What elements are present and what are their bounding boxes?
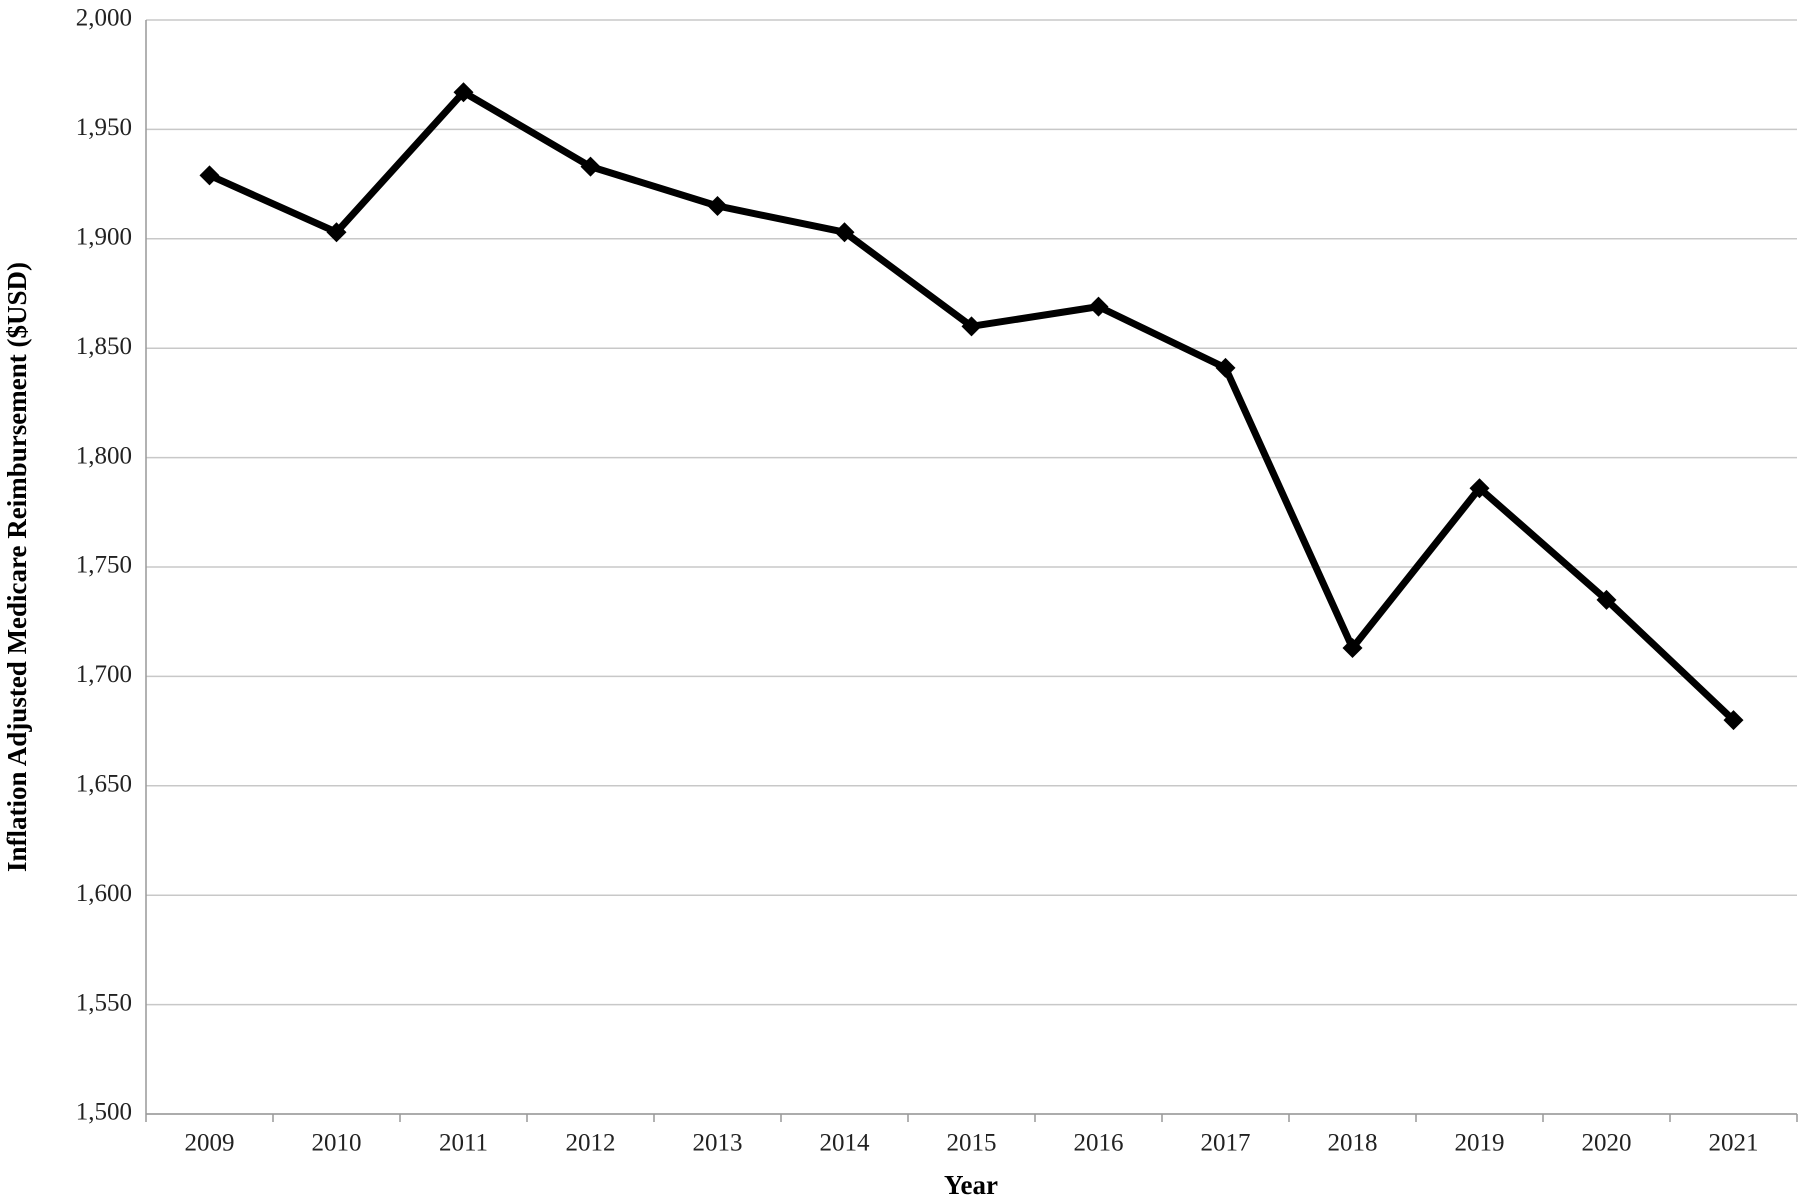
marker	[1215, 357, 1236, 378]
x-tick-label: 2018	[1328, 1130, 1378, 1157]
data-line	[208, 88, 1736, 723]
x-tick-label: 2013	[693, 1130, 743, 1157]
x-tick-label: 2009	[185, 1130, 235, 1157]
marker	[834, 222, 855, 243]
marker	[580, 156, 601, 177]
y-tick-label: 1,850	[76, 333, 132, 360]
marker	[1596, 589, 1617, 610]
x-tick-label: 2016	[1074, 1130, 1124, 1157]
x-tick-label: 2012	[566, 1130, 616, 1157]
y-tick-label: 1,700	[76, 661, 132, 688]
y-tick-label: 1,800	[76, 442, 132, 469]
x-tick-label: 2014	[820, 1130, 871, 1157]
marker	[707, 195, 728, 216]
y-axis-title: Inflation Adjusted Medicare Reimbursemen…	[2, 262, 32, 872]
marker	[1342, 637, 1363, 658]
x-tick-label: 2010	[312, 1130, 362, 1157]
y-tick-label: 1,750	[76, 552, 132, 579]
x-tick-label: 2021	[1709, 1130, 1759, 1157]
y-tick-label: 1,600	[76, 880, 132, 907]
marker	[1088, 296, 1109, 317]
y-tick-label: 1,950	[76, 114, 132, 141]
x-axis-title: Year	[944, 1170, 998, 1200]
marker	[1469, 478, 1490, 499]
marker	[1723, 710, 1744, 731]
x-tick-label: 2011	[439, 1130, 488, 1157]
x-tick-label: 2017	[1201, 1130, 1251, 1157]
y-tick-label: 1,500	[76, 1099, 132, 1126]
y-tick-label: 1,650	[76, 771, 132, 798]
y-tick-label: 2,000	[76, 5, 132, 32]
x-tick-label: 2015	[947, 1130, 997, 1157]
marker	[326, 222, 347, 243]
y-tick-label: 1,550	[76, 989, 132, 1016]
x-tick-label: 2019	[1455, 1130, 1505, 1157]
x-tick-label: 2020	[1582, 1130, 1632, 1157]
marker	[453, 82, 474, 103]
marker	[961, 316, 982, 337]
marker	[199, 165, 220, 186]
y-tick-label: 1,900	[76, 224, 132, 251]
